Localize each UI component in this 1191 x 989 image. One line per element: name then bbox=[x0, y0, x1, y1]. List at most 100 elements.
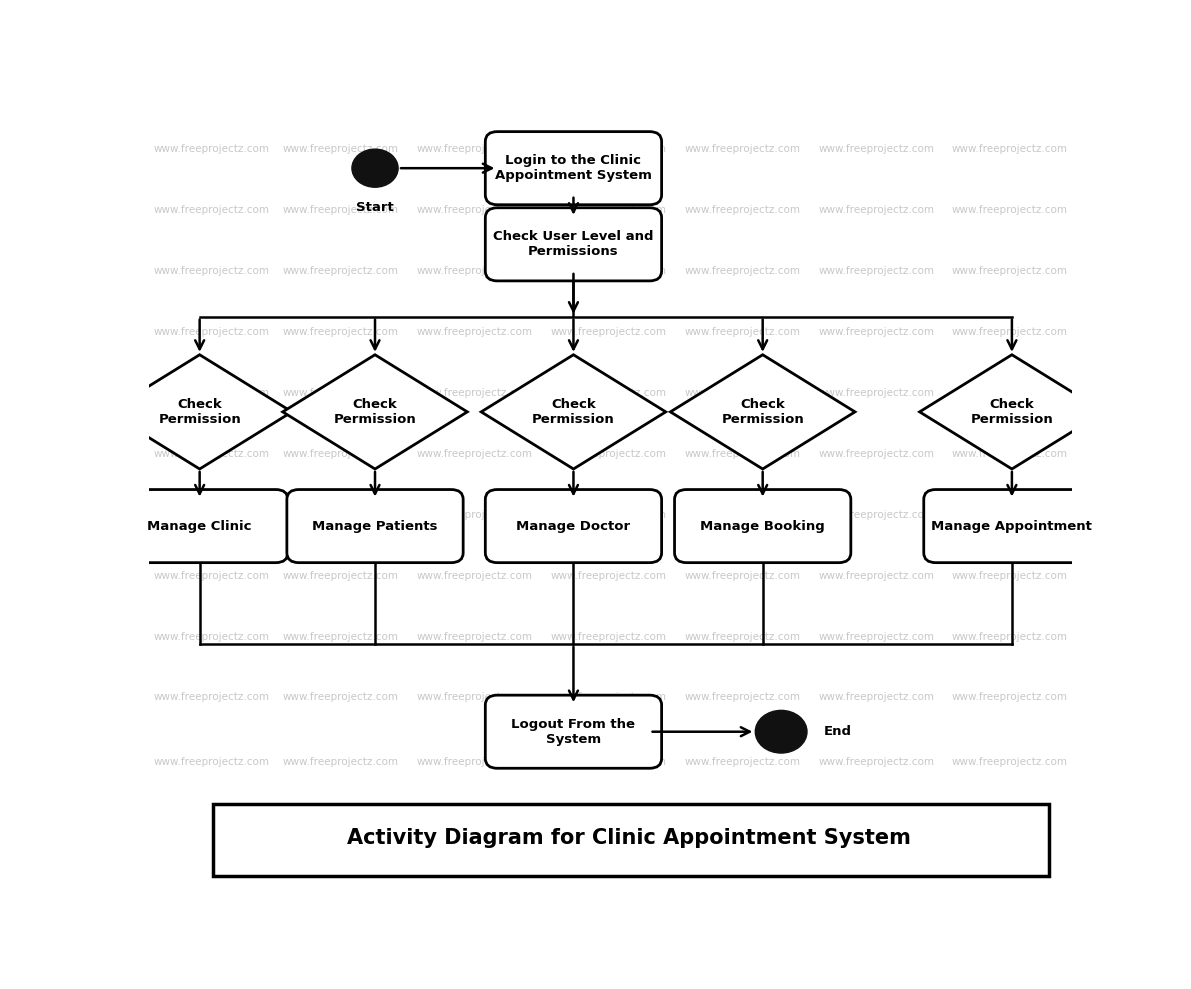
Text: www.freeprojectz.com: www.freeprojectz.com bbox=[952, 449, 1068, 459]
Text: www.freeprojectz.com: www.freeprojectz.com bbox=[818, 758, 934, 767]
Text: www.freeprojectz.com: www.freeprojectz.com bbox=[417, 571, 532, 581]
Text: www.freeprojectz.com: www.freeprojectz.com bbox=[952, 327, 1068, 337]
Text: www.freeprojectz.com: www.freeprojectz.com bbox=[684, 327, 800, 337]
Text: Manage Appointment: Manage Appointment bbox=[931, 519, 1092, 533]
Text: www.freeprojectz.com: www.freeprojectz.com bbox=[417, 205, 532, 215]
Text: www.freeprojectz.com: www.freeprojectz.com bbox=[550, 509, 667, 519]
Text: www.freeprojectz.com: www.freeprojectz.com bbox=[818, 449, 934, 459]
Text: Logout From the
System: Logout From the System bbox=[511, 718, 636, 746]
FancyBboxPatch shape bbox=[674, 490, 850, 563]
Text: www.freeprojectz.com: www.freeprojectz.com bbox=[550, 692, 667, 702]
Text: www.freeprojectz.com: www.freeprojectz.com bbox=[818, 509, 934, 519]
Text: Start: Start bbox=[356, 201, 394, 214]
Polygon shape bbox=[282, 355, 467, 469]
Text: www.freeprojectz.com: www.freeprojectz.com bbox=[154, 144, 269, 154]
Text: www.freeprojectz.com: www.freeprojectz.com bbox=[550, 758, 667, 767]
Circle shape bbox=[755, 710, 807, 753]
Text: End: End bbox=[824, 725, 852, 738]
Polygon shape bbox=[481, 355, 666, 469]
Text: www.freeprojectz.com: www.freeprojectz.com bbox=[282, 571, 399, 581]
FancyBboxPatch shape bbox=[485, 695, 662, 768]
Text: www.freeprojectz.com: www.freeprojectz.com bbox=[818, 327, 934, 337]
Text: www.freeprojectz.com: www.freeprojectz.com bbox=[818, 205, 934, 215]
Text: www.freeprojectz.com: www.freeprojectz.com bbox=[282, 144, 399, 154]
Text: www.freeprojectz.com: www.freeprojectz.com bbox=[818, 571, 934, 581]
Text: www.freeprojectz.com: www.freeprojectz.com bbox=[550, 571, 667, 581]
Text: www.freeprojectz.com: www.freeprojectz.com bbox=[684, 692, 800, 702]
Text: www.freeprojectz.com: www.freeprojectz.com bbox=[550, 327, 667, 337]
Text: www.freeprojectz.com: www.freeprojectz.com bbox=[417, 509, 532, 519]
Text: Check User Level and
Permissions: Check User Level and Permissions bbox=[493, 230, 654, 258]
Text: www.freeprojectz.com: www.freeprojectz.com bbox=[952, 388, 1068, 398]
Text: Check
Permission: Check Permission bbox=[971, 398, 1053, 426]
Text: Check
Permission: Check Permission bbox=[158, 398, 241, 426]
FancyBboxPatch shape bbox=[485, 132, 662, 205]
Text: www.freeprojectz.com: www.freeprojectz.com bbox=[550, 144, 667, 154]
Text: www.freeprojectz.com: www.freeprojectz.com bbox=[282, 205, 399, 215]
Text: www.freeprojectz.com: www.freeprojectz.com bbox=[684, 571, 800, 581]
Polygon shape bbox=[107, 355, 292, 469]
FancyBboxPatch shape bbox=[485, 208, 662, 281]
Text: www.freeprojectz.com: www.freeprojectz.com bbox=[550, 632, 667, 642]
Text: www.freeprojectz.com: www.freeprojectz.com bbox=[154, 509, 269, 519]
Text: www.freeprojectz.com: www.freeprojectz.com bbox=[550, 266, 667, 276]
Text: www.freeprojectz.com: www.freeprojectz.com bbox=[282, 632, 399, 642]
Text: www.freeprojectz.com: www.freeprojectz.com bbox=[154, 692, 269, 702]
FancyBboxPatch shape bbox=[485, 490, 662, 563]
Text: www.freeprojectz.com: www.freeprojectz.com bbox=[154, 388, 269, 398]
Text: www.freeprojectz.com: www.freeprojectz.com bbox=[952, 266, 1068, 276]
Text: www.freeprojectz.com: www.freeprojectz.com bbox=[684, 449, 800, 459]
Text: www.freeprojectz.com: www.freeprojectz.com bbox=[684, 144, 800, 154]
Text: www.freeprojectz.com: www.freeprojectz.com bbox=[417, 266, 532, 276]
Text: Manage Doctor: Manage Doctor bbox=[517, 519, 630, 533]
Text: www.freeprojectz.com: www.freeprojectz.com bbox=[417, 388, 532, 398]
Text: www.freeprojectz.com: www.freeprojectz.com bbox=[952, 571, 1068, 581]
Text: Login to the Clinic
Appointment System: Login to the Clinic Appointment System bbox=[495, 154, 651, 182]
Text: Check
Permission: Check Permission bbox=[333, 398, 417, 426]
Text: www.freeprojectz.com: www.freeprojectz.com bbox=[952, 632, 1068, 642]
Text: www.freeprojectz.com: www.freeprojectz.com bbox=[154, 449, 269, 459]
Text: www.freeprojectz.com: www.freeprojectz.com bbox=[550, 388, 667, 398]
Text: www.freeprojectz.com: www.freeprojectz.com bbox=[684, 388, 800, 398]
FancyBboxPatch shape bbox=[287, 490, 463, 563]
Text: www.freeprojectz.com: www.freeprojectz.com bbox=[282, 327, 399, 337]
Text: www.freeprojectz.com: www.freeprojectz.com bbox=[282, 449, 399, 459]
Text: www.freeprojectz.com: www.freeprojectz.com bbox=[952, 205, 1068, 215]
Text: www.freeprojectz.com: www.freeprojectz.com bbox=[154, 266, 269, 276]
Text: www.freeprojectz.com: www.freeprojectz.com bbox=[417, 449, 532, 459]
Text: www.freeprojectz.com: www.freeprojectz.com bbox=[684, 205, 800, 215]
FancyBboxPatch shape bbox=[112, 490, 288, 563]
Text: www.freeprojectz.com: www.freeprojectz.com bbox=[282, 266, 399, 276]
Text: www.freeprojectz.com: www.freeprojectz.com bbox=[684, 632, 800, 642]
Polygon shape bbox=[919, 355, 1104, 469]
Text: www.freeprojectz.com: www.freeprojectz.com bbox=[550, 449, 667, 459]
Text: www.freeprojectz.com: www.freeprojectz.com bbox=[417, 758, 532, 767]
Text: Manage Patients: Manage Patients bbox=[312, 519, 438, 533]
Text: Check
Permission: Check Permission bbox=[532, 398, 615, 426]
Text: www.freeprojectz.com: www.freeprojectz.com bbox=[154, 632, 269, 642]
Text: www.freeprojectz.com: www.freeprojectz.com bbox=[952, 692, 1068, 702]
Text: www.freeprojectz.com: www.freeprojectz.com bbox=[818, 266, 934, 276]
Text: www.freeprojectz.com: www.freeprojectz.com bbox=[154, 327, 269, 337]
Text: www.freeprojectz.com: www.freeprojectz.com bbox=[952, 144, 1068, 154]
Polygon shape bbox=[671, 355, 855, 469]
FancyBboxPatch shape bbox=[213, 804, 1049, 876]
Circle shape bbox=[353, 149, 398, 187]
Text: www.freeprojectz.com: www.freeprojectz.com bbox=[818, 632, 934, 642]
Text: www.freeprojectz.com: www.freeprojectz.com bbox=[952, 509, 1068, 519]
Text: www.freeprojectz.com: www.freeprojectz.com bbox=[417, 144, 532, 154]
Text: www.freeprojectz.com: www.freeprojectz.com bbox=[684, 758, 800, 767]
Text: Manage Clinic: Manage Clinic bbox=[148, 519, 251, 533]
Text: www.freeprojectz.com: www.freeprojectz.com bbox=[818, 388, 934, 398]
Text: www.freeprojectz.com: www.freeprojectz.com bbox=[282, 388, 399, 398]
Text: www.freeprojectz.com: www.freeprojectz.com bbox=[154, 758, 269, 767]
Text: www.freeprojectz.com: www.freeprojectz.com bbox=[282, 758, 399, 767]
Text: www.freeprojectz.com: www.freeprojectz.com bbox=[417, 327, 532, 337]
Text: www.freeprojectz.com: www.freeprojectz.com bbox=[818, 144, 934, 154]
FancyBboxPatch shape bbox=[924, 490, 1100, 563]
Text: www.freeprojectz.com: www.freeprojectz.com bbox=[684, 266, 800, 276]
Text: www.freeprojectz.com: www.freeprojectz.com bbox=[952, 758, 1068, 767]
Text: www.freeprojectz.com: www.freeprojectz.com bbox=[684, 509, 800, 519]
Text: www.freeprojectz.com: www.freeprojectz.com bbox=[154, 571, 269, 581]
Text: www.freeprojectz.com: www.freeprojectz.com bbox=[282, 509, 399, 519]
